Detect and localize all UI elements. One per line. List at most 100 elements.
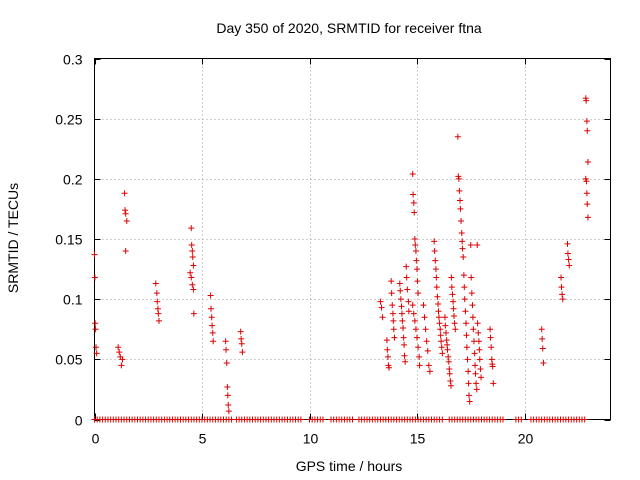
data-point (396, 280, 403, 287)
data-point (583, 97, 590, 104)
data-point (432, 266, 439, 273)
data-point (405, 308, 412, 315)
data-point (463, 320, 470, 327)
data-point (384, 353, 391, 360)
data-point (441, 314, 448, 321)
data-point (222, 338, 229, 345)
data-point (224, 392, 231, 399)
data-point (115, 344, 122, 351)
data-point (405, 298, 412, 305)
data-point (450, 313, 457, 320)
data-point (443, 329, 450, 336)
data-point (476, 346, 483, 353)
data-point (398, 303, 405, 310)
data-point (457, 205, 464, 212)
data-point (473, 380, 480, 387)
y-tick-label: 0.05 (55, 352, 82, 368)
data-point (454, 133, 461, 140)
data-point (388, 278, 395, 285)
data-point (207, 292, 214, 299)
data-point (468, 290, 475, 297)
data-point (442, 322, 449, 329)
data-point (476, 356, 483, 363)
data-point (92, 320, 99, 327)
data-point (444, 346, 451, 353)
data-point (93, 350, 100, 357)
data-point (119, 356, 126, 363)
data-point (438, 344, 445, 351)
data-point (478, 374, 485, 381)
data-point (437, 332, 444, 339)
data-point (415, 290, 422, 297)
data-point (473, 386, 480, 393)
data-point (457, 197, 463, 204)
data-point (91, 274, 98, 281)
data-point (439, 350, 446, 357)
data-point (488, 344, 495, 351)
data-point (459, 238, 466, 245)
data-point (409, 171, 416, 178)
data-point (399, 317, 406, 324)
zero-data-point (518, 416, 525, 423)
grid-lines (94, 58, 611, 420)
y-tick-label: 0.1 (63, 292, 83, 308)
data-point (566, 262, 573, 269)
data-point (477, 365, 484, 372)
data-point (474, 242, 481, 249)
data-point (156, 317, 162, 324)
data-point (464, 356, 471, 363)
data-point (489, 363, 496, 370)
y-tick-label: 0 (75, 413, 83, 429)
x-tick-label: 15 (410, 431, 426, 447)
data-point (116, 349, 123, 356)
data-point (415, 344, 422, 351)
data-point (209, 329, 216, 336)
data-point (472, 362, 479, 369)
data-point (225, 402, 232, 409)
x-axis-label: GPS time / hours (296, 458, 403, 474)
data-point (121, 190, 128, 197)
data-point (449, 291, 456, 298)
data-point (188, 274, 195, 281)
data-point (466, 398, 473, 405)
data-point (400, 325, 407, 332)
data-point (450, 298, 457, 305)
plot-frame (94, 58, 611, 420)
zero-data-point (297, 416, 304, 423)
y-tick-label: 0.25 (55, 112, 82, 128)
data-point (378, 304, 385, 311)
data-point (565, 256, 572, 263)
tick-labels: 0 5 10 15 20 0 0.05 0.1 0.15 0.2 0.25 0.3 (55, 52, 533, 447)
zero-data-point (581, 416, 588, 423)
data-point (425, 362, 432, 369)
data-point (423, 338, 430, 345)
data-point (189, 248, 196, 255)
data-point (435, 300, 442, 307)
data-point (410, 199, 417, 206)
data-point (463, 344, 470, 351)
data-point (433, 284, 440, 291)
data-point (390, 326, 397, 333)
data-point (435, 308, 442, 315)
data-point (584, 127, 591, 134)
data-point (420, 302, 427, 309)
data-point (400, 334, 407, 341)
data-point (123, 217, 130, 224)
data-point (422, 326, 429, 333)
data-point (404, 286, 411, 293)
data-point (448, 274, 455, 281)
data-point (224, 384, 231, 391)
data-point (564, 250, 571, 257)
data-point (438, 338, 445, 345)
data-point (208, 305, 215, 312)
x-tick-label: 20 (518, 431, 534, 447)
data-point (401, 341, 408, 348)
data-point (409, 302, 416, 309)
data-point (584, 214, 591, 221)
data-point (469, 314, 476, 321)
data-point (435, 314, 442, 321)
x-tick-label: 0 (92, 431, 100, 447)
data-point (458, 229, 465, 236)
data-point (403, 274, 410, 281)
data-point (436, 320, 443, 327)
